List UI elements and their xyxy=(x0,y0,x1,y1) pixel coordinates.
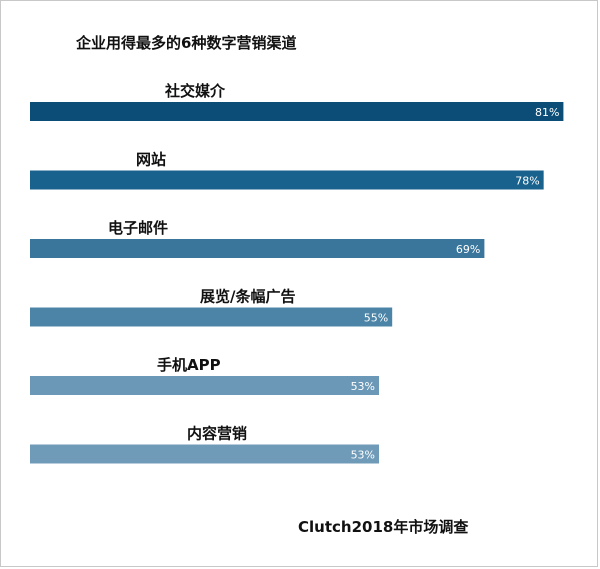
source-caption: Clutch2018年市场调查 xyxy=(298,518,469,536)
bar-5 xyxy=(30,376,380,395)
category-label-2: 网站 xyxy=(136,151,166,169)
category-label-5: 手机APP xyxy=(157,356,221,374)
bar-3 xyxy=(30,239,485,258)
category-label-4: 展览/条幅广告 xyxy=(200,288,295,306)
category-label-1: 社交媒介 xyxy=(164,82,226,100)
value-label-4: 55% xyxy=(364,312,388,325)
bar-4 xyxy=(30,307,393,327)
value-label-3: 69% xyxy=(456,243,480,256)
value-label-6: 53% xyxy=(351,449,375,462)
value-label-1: 81% xyxy=(535,106,559,119)
value-label-2: 78% xyxy=(515,175,539,188)
value-label-5: 53% xyxy=(351,380,375,393)
bar-2 xyxy=(30,170,544,190)
bar-1 xyxy=(30,102,564,121)
category-label-3: 电子邮件 xyxy=(108,219,168,237)
bar-6 xyxy=(30,444,380,464)
category-label-6: 内容营销 xyxy=(187,425,247,443)
chart-title: 企业用得最多的6种数字营销渠道 xyxy=(76,34,297,52)
